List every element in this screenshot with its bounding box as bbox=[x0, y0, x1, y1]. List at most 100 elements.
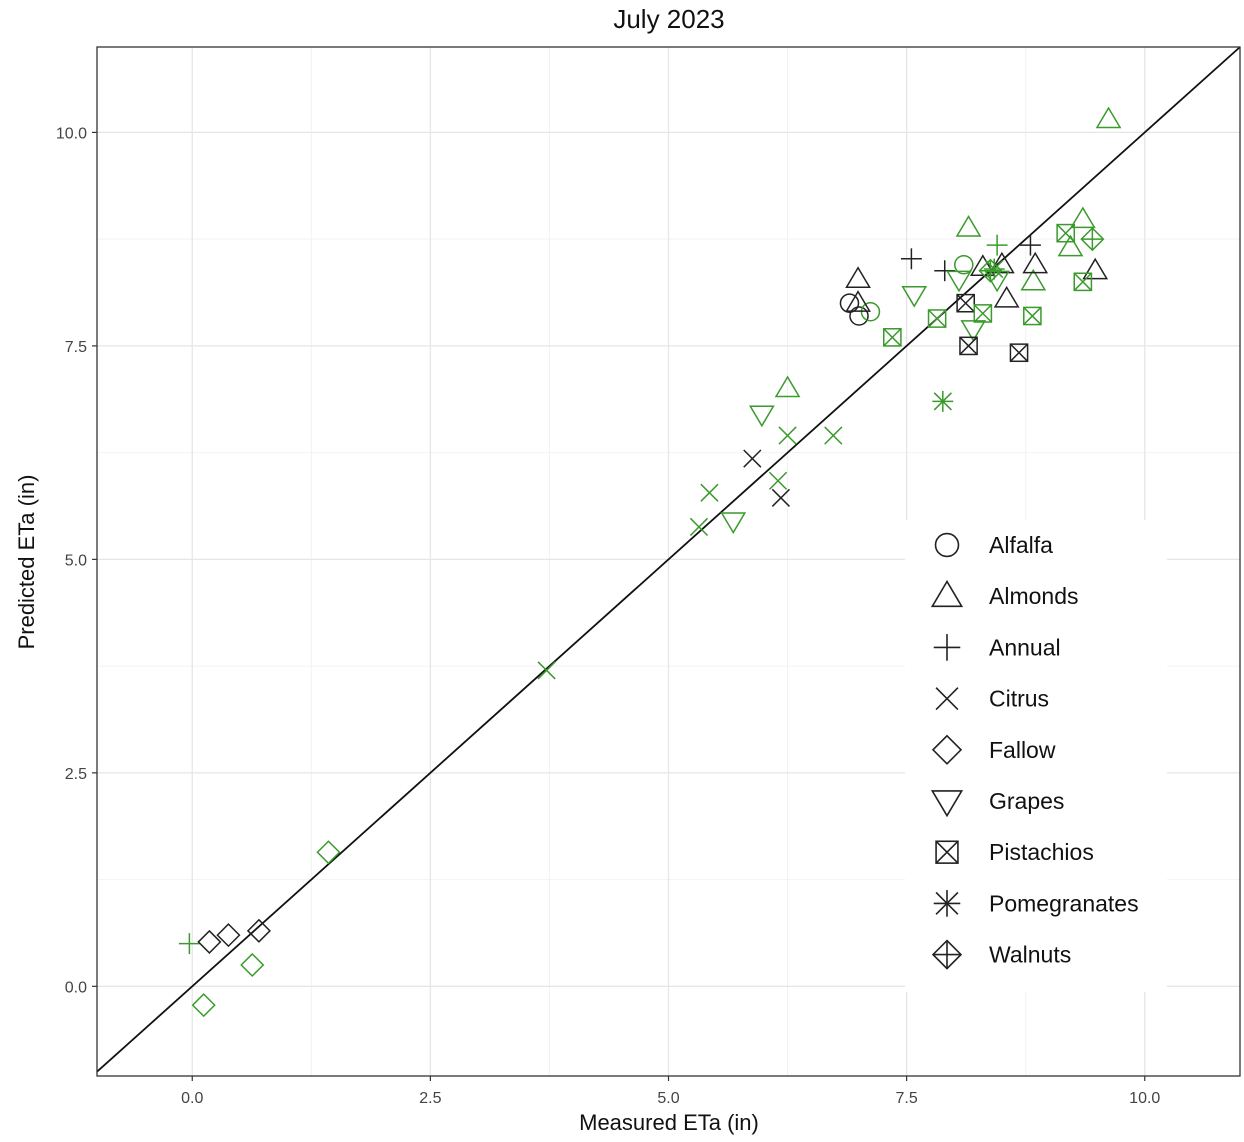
point-citrus bbox=[771, 488, 791, 507]
legend-item-fallow: Fallow bbox=[931, 734, 1056, 765]
point-alfalfa bbox=[954, 254, 974, 275]
point-pistachios bbox=[927, 309, 947, 328]
legend-item-pomegranates: Pomegranates bbox=[933, 890, 1139, 917]
point-annual bbox=[900, 248, 922, 270]
legend-item-walnuts: Walnuts bbox=[931, 939, 1071, 970]
legend-key-citrus bbox=[935, 687, 959, 711]
point-fallow bbox=[316, 840, 341, 865]
legend-item-alfalfa: Alfalfa bbox=[934, 532, 1053, 558]
x-tick-label: 7.5 bbox=[896, 1090, 918, 1107]
legend-label: Almonds bbox=[989, 583, 1078, 609]
point-almonds bbox=[1095, 106, 1122, 129]
point-alfalfa bbox=[849, 306, 869, 326]
point-almonds bbox=[993, 285, 1020, 308]
point-citrus bbox=[743, 449, 762, 468]
data-points bbox=[178, 106, 1122, 1018]
point-fallow bbox=[240, 952, 265, 978]
y-tick-label: 5.0 bbox=[65, 552, 87, 569]
y-tick-label: 7.5 bbox=[65, 339, 87, 356]
point-annual bbox=[1020, 234, 1041, 256]
point-pistachios bbox=[1023, 306, 1042, 326]
point-alfalfa bbox=[839, 293, 860, 313]
y-axis-ticks: 0.0 2.5 5.0 7.5 10.0 bbox=[56, 125, 97, 996]
point-fallow bbox=[191, 993, 216, 1018]
point-almonds bbox=[969, 254, 996, 276]
point-grapes bbox=[901, 285, 928, 308]
point-pistachios bbox=[973, 304, 993, 323]
point-pistachios bbox=[959, 336, 978, 356]
y-axis-title: Predicted ETa (in) bbox=[14, 475, 39, 650]
legend-label: Pomegranates bbox=[989, 890, 1139, 916]
point-grapes bbox=[960, 320, 987, 342]
point-grapes bbox=[946, 270, 972, 293]
point-almonds bbox=[1057, 234, 1084, 257]
point-pistachios bbox=[956, 293, 976, 313]
point-almonds bbox=[1020, 268, 1047, 291]
y-tick-label: 0.0 bbox=[65, 979, 87, 996]
legend-background bbox=[905, 520, 1167, 992]
legend: Alfalfa Almonds Annual Citrus Fallow Grapes Pi… bbox=[905, 520, 1167, 992]
point-fallow bbox=[197, 929, 222, 954]
legend-key-pistachios bbox=[935, 840, 959, 864]
point-citrus bbox=[768, 471, 788, 490]
legend-item-grapes: Grapes bbox=[930, 788, 1064, 818]
legend-label: Fallow bbox=[989, 737, 1056, 763]
point-pistachios bbox=[883, 328, 902, 347]
legend-key-fallow bbox=[931, 734, 963, 765]
x-tick-label: 0.0 bbox=[181, 1090, 203, 1107]
chart-title: July 2023 bbox=[613, 4, 724, 34]
point-walnuts bbox=[1080, 227, 1105, 252]
point-annual bbox=[178, 933, 200, 955]
legend-item-pistachios: Pistachios bbox=[935, 839, 1094, 865]
point-fallow bbox=[216, 923, 241, 948]
point-citrus bbox=[689, 517, 709, 537]
reference-line-layer bbox=[96, 46, 1241, 1073]
point-grapes bbox=[720, 512, 747, 534]
legend-key-annual bbox=[933, 634, 961, 661]
legend-label: Citrus bbox=[989, 686, 1049, 712]
point-fallow bbox=[246, 918, 271, 943]
point-almonds bbox=[955, 215, 982, 237]
point-almonds bbox=[845, 290, 871, 312]
legend-item-annual: Annual bbox=[933, 634, 1061, 661]
legend-item-citrus: Citrus bbox=[935, 686, 1049, 712]
legend-key-almonds bbox=[930, 579, 964, 608]
x-tick-label: 10.0 bbox=[1129, 1090, 1160, 1107]
x-tick-label: 2.5 bbox=[419, 1090, 441, 1107]
y-tick-label: 10.0 bbox=[56, 125, 87, 142]
point-pomegranates bbox=[983, 258, 1005, 280]
point-pistachios bbox=[1073, 272, 1093, 292]
legend-key-pomegranates bbox=[933, 890, 961, 917]
point-citrus bbox=[778, 426, 797, 445]
point-almonds bbox=[1022, 251, 1049, 274]
y-tick-label: 2.5 bbox=[65, 766, 87, 783]
point-citrus bbox=[700, 483, 719, 502]
point-almonds bbox=[1069, 206, 1096, 229]
legend-key-walnuts bbox=[931, 939, 963, 970]
one-to-one-line bbox=[96, 46, 1241, 1073]
point-almonds bbox=[774, 375, 801, 398]
point-almonds bbox=[845, 266, 871, 288]
point-almonds bbox=[1082, 257, 1109, 280]
legend-label: Annual bbox=[989, 634, 1061, 660]
legend-label: Pistachios bbox=[989, 839, 1094, 865]
point-almonds bbox=[989, 251, 1015, 274]
point-grapes bbox=[748, 405, 775, 428]
point-walnuts bbox=[978, 258, 1003, 283]
point-citrus bbox=[824, 426, 843, 445]
legend-item-almonds: Almonds bbox=[930, 579, 1078, 609]
x-axis-ticks: 0.0 2.5 5.0 7.5 10.0 bbox=[181, 1076, 1160, 1107]
legend-key-alfalfa bbox=[934, 532, 960, 558]
x-axis-title: Measured ETa (in) bbox=[579, 1110, 759, 1135]
point-citrus bbox=[537, 661, 556, 680]
legend-key-grapes bbox=[930, 790, 964, 818]
legend-label: Walnuts bbox=[989, 942, 1071, 968]
point-pistachios bbox=[1009, 343, 1029, 363]
legend-label: Grapes bbox=[989, 788, 1064, 814]
legend-label: Alfalfa bbox=[989, 532, 1053, 558]
point-pistachios bbox=[1056, 223, 1076, 243]
point-pomegranates bbox=[932, 390, 954, 412]
x-tick-label: 5.0 bbox=[657, 1090, 679, 1107]
